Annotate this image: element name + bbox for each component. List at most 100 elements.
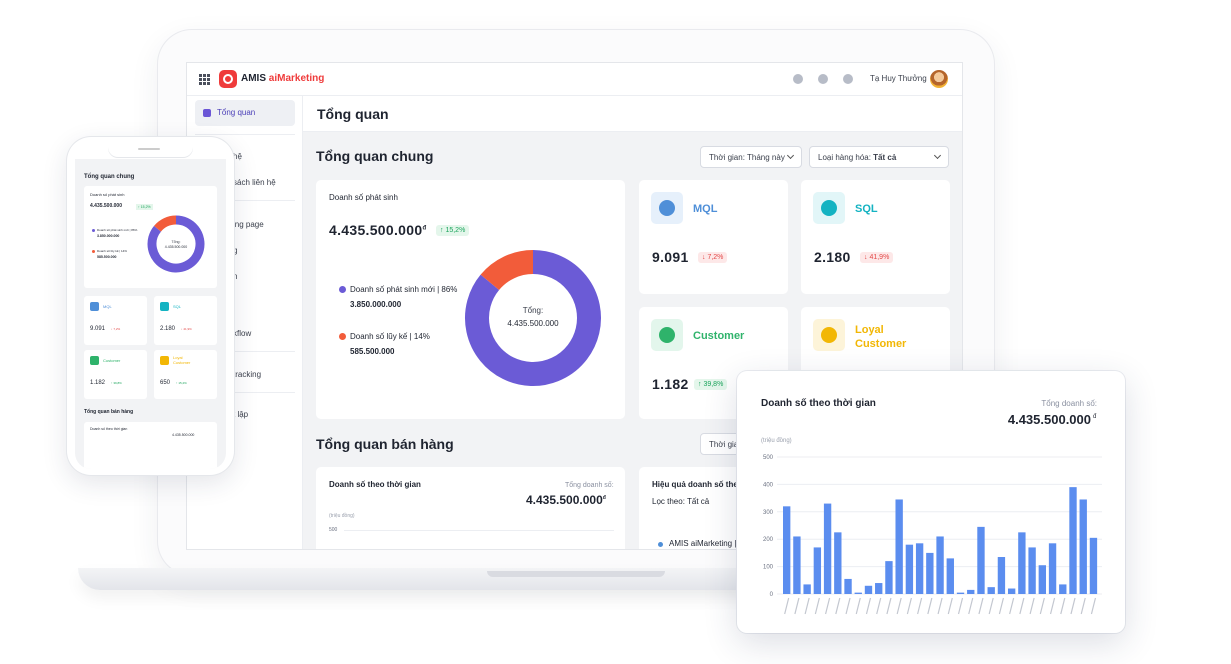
revenue-donut-chart: Tổng: 4.435.500.000 <box>465 250 601 386</box>
kpi-icon-box <box>813 192 845 224</box>
x-tick-label <box>1060 597 1066 615</box>
x-tick-label <box>937 597 943 615</box>
bar[interactable] <box>987 587 995 594</box>
chart-total-value: 4.435.500.000 <box>1008 412 1091 427</box>
bar[interactable] <box>823 503 832 594</box>
phone-kpi-mql[interactable]: MQL 9.091 ↓ 7,2% <box>84 296 147 345</box>
phone-kpi-value: 2.180 <box>160 326 176 332</box>
donut-slice-new[interactable] <box>147 215 205 273</box>
x-tick-label <box>957 597 964 615</box>
sidebar-item-contact[interactable]: hệ <box>233 152 242 161</box>
donut <box>465 250 601 386</box>
phone-legend-new-value: 3.850.000.000 <box>97 234 120 238</box>
y-tick-label: 300 <box>763 510 774 516</box>
kpi-name-line: Customer <box>855 338 907 350</box>
user-icon <box>90 356 99 365</box>
sidebar-item-form[interactable]: g <box>233 246 238 255</box>
sales-total-label: Tổng doanh số: <box>565 482 614 489</box>
help-icon[interactable] <box>843 74 853 84</box>
bar[interactable] <box>813 547 822 594</box>
bar[interactable] <box>803 584 811 594</box>
sidebar-item-workflow[interactable]: kflow <box>233 329 252 338</box>
app-logo-text[interactable]: AMIS aiMarketing <box>241 73 324 84</box>
bar[interactable] <box>1048 543 1057 594</box>
efficiency-legend: AMIS aiMarketing | <box>669 539 737 548</box>
bar[interactable] <box>1018 532 1026 594</box>
bar[interactable] <box>793 536 801 594</box>
x-tick-label <box>886 597 892 615</box>
phone-kpi-name-line2: Customer <box>173 360 191 365</box>
phone-legend-new: Doanh số phát sinh mới | 86% <box>97 228 138 232</box>
y-tick-label: 200 <box>763 537 774 543</box>
phone-donut-label: Tổng: <box>172 240 181 244</box>
kpi-change-badge: ↓ 7,2% <box>698 252 728 263</box>
donut-total-value: 4.435.500.000 <box>507 319 559 328</box>
x-tick-label <box>1090 597 1097 615</box>
x-tick-label <box>998 597 1005 615</box>
bar[interactable] <box>1028 547 1036 594</box>
bar[interactable] <box>864 585 873 594</box>
goods-filter-select[interactable]: Loại hàng hóa: Tất cả <box>809 146 949 168</box>
user-name[interactable]: Tạ Huy Thưởng <box>870 74 927 83</box>
bar[interactable] <box>967 589 975 594</box>
avatar[interactable] <box>930 70 948 88</box>
x-tick-label <box>855 597 861 615</box>
y-tick-label: 0 <box>770 592 774 598</box>
phone-sales-card: Doanh số theo thời gian 4.435.500.000 <box>84 422 217 469</box>
bar[interactable] <box>895 499 903 594</box>
currency-unit: đ <box>602 495 606 501</box>
kpi-card-sql[interactable]: SQL 2.180 ↓ 41,9% <box>801 180 950 294</box>
bar[interactable] <box>905 544 914 594</box>
bar[interactable] <box>915 543 924 594</box>
legend-new-value: 3.850.000.000 <box>350 300 402 309</box>
bell-icon[interactable] <box>818 74 828 84</box>
phone-donut-chart: Tổng: 4.435.500.000 <box>147 215 205 273</box>
phone-kpi-loyal[interactable]: Loyal Customer 650 ↑ 15,2% <box>154 350 217 399</box>
gear-icon[interactable] <box>793 74 803 84</box>
kpi-change-badge: ↓ 41,9% <box>860 252 894 263</box>
sidebar-item-contact-list[interactable]: sách liên hệ <box>233 178 276 187</box>
sidebar-item-overview[interactable]: Tổng quan <box>195 100 295 126</box>
bar[interactable] <box>1089 537 1098 594</box>
bar[interactable] <box>1059 584 1067 594</box>
bar[interactable] <box>1079 499 1087 594</box>
bar[interactable] <box>854 592 862 594</box>
y-tick-label: 500 <box>763 455 774 461</box>
legend-dot <box>658 542 663 547</box>
app-grid-icon[interactable] <box>199 74 210 85</box>
x-tick-label <box>947 597 953 615</box>
bar[interactable] <box>844 578 852 594</box>
sidebar-item-tracking[interactable]: tracking <box>233 370 262 379</box>
efficiency-filter[interactable]: Lọc theo: Tất cả <box>652 497 709 506</box>
bar[interactable] <box>1069 487 1077 594</box>
bar[interactable] <box>1007 588 1016 594</box>
bar[interactable] <box>834 532 842 594</box>
bar[interactable] <box>956 592 965 594</box>
time-filter-select[interactable]: Thời gian: Tháng này <box>700 146 802 168</box>
donut-slice-new[interactable] <box>465 250 601 386</box>
sidebar-item-landing-page[interactable]: ing page <box>233 220 264 229</box>
phone-kpi-name: Customer <box>103 358 121 363</box>
sidebar-item-settings[interactable]: t lập <box>233 410 249 419</box>
bar[interactable] <box>997 557 1006 594</box>
donut-slice-acc[interactable] <box>154 215 177 232</box>
donut-slice-acc[interactable] <box>480 250 534 291</box>
bar[interactable] <box>783 506 791 594</box>
bar[interactable] <box>977 526 985 594</box>
bar[interactable] <box>926 552 934 594</box>
kpi-card-mql[interactable]: MQL 9.091 ↓ 7,2% <box>639 180 788 294</box>
bar[interactable] <box>946 558 954 594</box>
bar[interactable] <box>1038 565 1047 594</box>
x-tick-label <box>1029 597 1035 615</box>
phone-kpi-customer[interactable]: Customer 1.182 ↑ 39,8% <box>84 350 147 399</box>
sales-tick-500: 500 <box>329 527 338 533</box>
bar[interactable] <box>885 561 893 594</box>
sidebar-item-campaign[interactable]: n <box>233 272 238 281</box>
bar[interactable] <box>936 536 944 594</box>
bar[interactable] <box>875 583 883 594</box>
phone-kpi-sql[interactable]: SQL 2.180 ↓ 41,9% <box>154 296 217 345</box>
phone-kpi-change: ↓ 7,2% <box>111 327 121 331</box>
sales-bar-chart: Doanh số theo thời gian Tổng doanh số: 4… <box>761 397 1102 615</box>
x-tick-label <box>896 597 902 615</box>
sales-total-amount: 4.435.500.000 <box>526 493 603 507</box>
